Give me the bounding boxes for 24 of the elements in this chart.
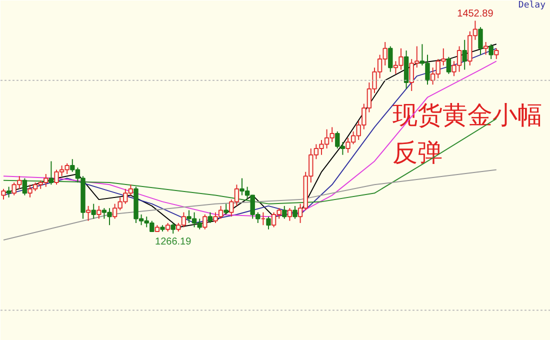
text: Delay xyxy=(518,0,546,10)
candlestick xyxy=(282,205,287,220)
candlestick xyxy=(170,222,176,234)
candlestick xyxy=(208,212,213,224)
candlestick xyxy=(22,178,28,196)
candlestick xyxy=(6,186,12,198)
annotation: 1452.89 xyxy=(457,8,494,20)
annotation: 1266.19 xyxy=(155,236,192,248)
candlestick xyxy=(91,203,96,220)
candlestick xyxy=(446,56,452,74)
candlestick xyxy=(483,42,488,56)
candlestick xyxy=(388,46,393,72)
candlestick xyxy=(224,203,228,215)
candlestick xyxy=(48,160,54,186)
candlestick xyxy=(292,205,298,220)
candlestick xyxy=(86,205,91,222)
candlestick xyxy=(462,39,467,70)
candlestick xyxy=(488,44,494,60)
candlestick xyxy=(202,214,208,230)
candlestick xyxy=(494,48,499,60)
candlestick xyxy=(478,26,483,56)
candlestick xyxy=(96,205,102,220)
candlestick xyxy=(266,216,271,230)
candlestick xyxy=(287,208,292,222)
